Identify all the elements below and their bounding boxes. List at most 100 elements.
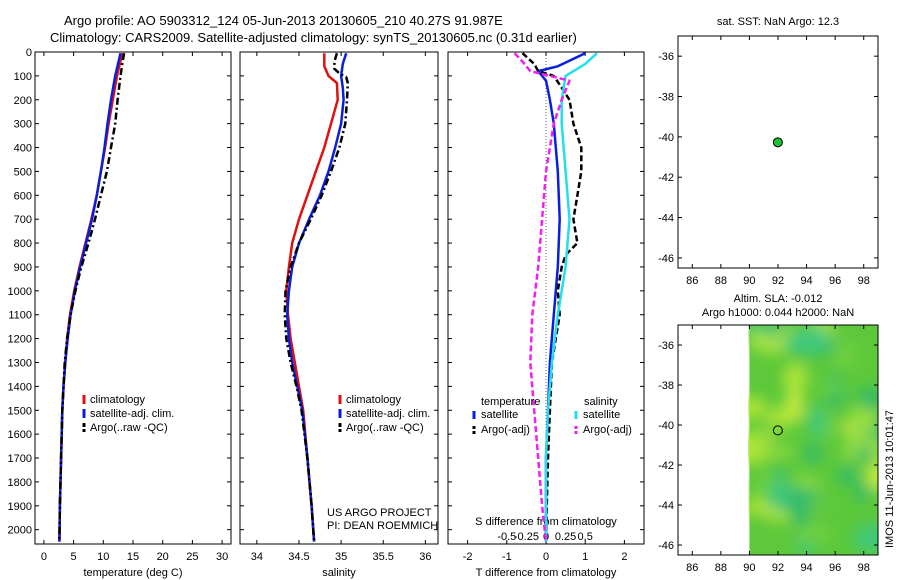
legend-entry: Argo(-adj) [481,424,530,436]
ytick-label: 1400 [8,381,32,393]
xtick-label: 25 [186,551,198,563]
ytick-label: 300 [14,119,32,131]
ytick-label: -40 [658,420,674,432]
xtick-label: 0 [543,551,549,563]
ytick-label: 800 [14,238,32,250]
xtick-label: 36 [419,551,431,563]
argo-position-point [772,137,783,148]
s-xtick-label: -0.25 [514,531,539,543]
sla-blob [752,325,789,333]
ytick-label: -46 [658,540,674,552]
sla-blob [782,362,808,394]
ytick-label: -44 [658,500,674,512]
sla-blob [765,407,798,428]
sal-series-red [285,53,339,542]
ytick-label: -36 [658,51,674,63]
xtick-label: 92 [772,562,784,574]
title-line1: Argo profile: AO 5903312_124 05-Jun-2013… [64,13,503,28]
sla-blob [852,523,878,554]
ytick-label: 1900 [8,501,32,513]
diff-series-magenta [513,52,571,542]
sal-xlabel: salinity [322,567,356,579]
ytick-label: -42 [658,172,674,184]
ytick-label: 1500 [8,405,32,417]
side-label: IMOS 11-Jun-2013 10:01:47 [884,410,896,548]
ytick-label: 2000 [8,525,32,537]
map_sst-panel: -36 -38 -40 -42 -44 -46 86 88 90 92 94 96 98 sat. SST… [658,16,879,287]
xtick-label: 1 [582,551,588,563]
xtick-label: 35 [335,551,347,563]
sal-series-blue [285,52,348,542]
sla-blob [748,396,768,420]
temp-panel: 0 100 200 300 400 500 600 700 800 900 1000 1100 1200… [8,47,232,579]
sal-frame [239,51,439,545]
ytick-label: 1700 [8,453,32,465]
xtick-label: 34 [251,551,263,563]
ytick-label: 100 [14,71,32,83]
title-line2: Climatology: CARS2009. Satellite-adjuste… [50,30,577,45]
ytick-label: 900 [14,262,32,274]
ytick-label: 500 [14,166,32,178]
ytick-label: 0 [26,47,32,59]
xtick-label: 34.5 [288,551,309,563]
ytick-label: -40 [658,132,674,144]
ytick-label: 1200 [8,334,32,346]
legend-title-salinity: salinity [584,396,618,408]
ytick-label: 1800 [8,477,32,489]
xtick-label: 90 [743,275,755,287]
sla-blob [748,428,779,441]
xtick-label: 94 [800,275,812,287]
s-xtick-label: 0.25 [555,531,576,543]
sla-blobs [748,325,878,555]
xtick-label: 92 [772,275,784,287]
ytick-label: 400 [14,143,32,155]
xtick-label: 88 [715,562,727,574]
sla-blob [794,522,833,545]
legend-entry: Argo(..raw -QC) [346,422,424,434]
plots: 0100200300400500600700800900100011001200… [8,16,879,579]
ytick-label: 1000 [8,286,32,298]
sla-field [748,325,878,555]
ytick-label: -36 [658,340,674,352]
ytick-label: -46 [658,253,674,265]
legend-entry: satellite [583,409,620,421]
temp-frame [34,51,232,545]
pi-annotation: PI: DEAN ROEMMICH [327,520,438,532]
ytick-label: 600 [14,190,32,202]
ytick-label: 1100 [8,310,32,322]
ytick-label: 700 [14,214,32,226]
s-xtick-label: 0.5 [578,531,593,543]
sla-blob [836,466,858,484]
sal-panel: 34 34.5 35 35.5 36 salinity climatology satelli… [239,51,439,579]
xtick-label: 88 [715,275,727,287]
legend-entry: Argo(-adj) [583,424,632,436]
sla-blob [807,405,828,439]
sal-series-black [283,52,350,542]
xtick-label: 30 [216,551,228,563]
legend-entry: satellite-adj. clim. [346,408,430,420]
sla-blob [817,379,846,394]
argo-position-point [772,425,783,436]
xtick-label: 90 [743,562,755,574]
temp-xlabel: temperature (deg C) [83,567,182,579]
sla-title-line1: Altim. SLA: -0.012 [734,293,823,305]
xtick-label: -2 [463,551,473,563]
xtick-label: 2 [621,551,627,563]
sla-blob [749,331,772,351]
sla-blob [766,478,793,513]
sla-blob [847,406,878,435]
legend-entry: climatology [346,394,402,406]
xtick-label: 94 [800,562,812,574]
map_sst-frame [677,35,879,269]
sla-blob [801,325,830,342]
sla-blob [854,480,872,502]
xtick-label: 86 [686,275,698,287]
xtick-label: 98 [858,275,870,287]
sla-blob [762,440,789,453]
ytick-label: 200 [14,95,32,107]
sla-title-line2: Argo h1000: 0.044 h2000: NaN [702,307,854,319]
xtick-label: 98 [858,562,870,574]
pi-annotation: US ARGO PROJECT [327,507,432,519]
sla-blob [802,445,823,463]
